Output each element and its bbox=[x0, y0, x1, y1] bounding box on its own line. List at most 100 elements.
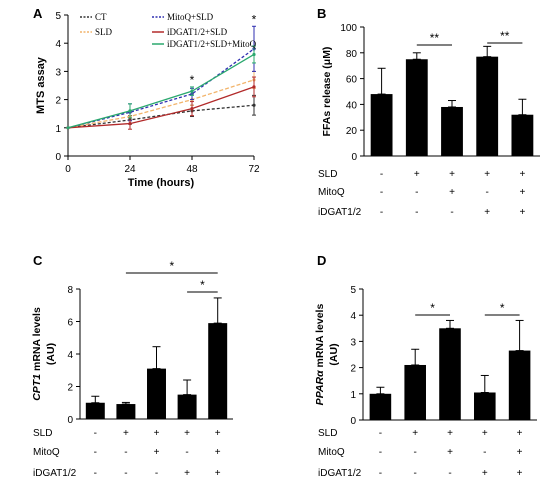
condition-mark: - bbox=[448, 468, 451, 479]
condition-mark: + bbox=[184, 428, 190, 439]
condition-mark: - bbox=[379, 447, 382, 458]
y-tick-label: 5 bbox=[350, 285, 356, 296]
y-tick-label: 60 bbox=[346, 75, 358, 86]
condition-label: iDGAT1/2 bbox=[33, 468, 77, 479]
y-tick-label: 1 bbox=[55, 124, 61, 135]
condition-mark: + bbox=[519, 169, 525, 180]
y-tick-label: 4 bbox=[350, 311, 356, 322]
y-axis-label-rest: mRNA levels bbox=[314, 304, 326, 371]
y-axis-label-gene: CPT1 bbox=[31, 374, 43, 401]
condition-mark: + bbox=[484, 169, 490, 180]
condition-mark: - bbox=[380, 169, 383, 180]
condition-mark: - bbox=[379, 468, 382, 479]
y-tick-label: 2 bbox=[350, 364, 356, 375]
y-tick-label: 80 bbox=[346, 49, 358, 60]
bar bbox=[474, 392, 496, 420]
legend-entry: MitoQ+SLD bbox=[167, 12, 214, 22]
condition-mark: - bbox=[483, 447, 486, 458]
panel-d-bar-chart: 0 1 2 3 4 5 * * PPARα mRNA levels (AU) SLD - + + + + Mit… bbox=[314, 285, 537, 479]
condition-mark: - bbox=[124, 447, 127, 458]
y-tick-label: 2 bbox=[67, 383, 73, 394]
condition-mark: - bbox=[94, 428, 97, 439]
significance-star: * bbox=[500, 301, 505, 315]
y-tick-label: 3 bbox=[55, 67, 61, 78]
bar bbox=[85, 402, 105, 419]
condition-mark: + bbox=[184, 468, 190, 479]
condition-mark: + bbox=[482, 428, 488, 439]
condition-mark: + bbox=[447, 447, 453, 458]
condition-mark: - bbox=[185, 447, 188, 458]
x-tick-label: 0 bbox=[65, 164, 71, 175]
condition-mark: + bbox=[154, 447, 160, 458]
y-axis-label: FFAs release (μM) bbox=[321, 47, 333, 137]
condition-mark: + bbox=[154, 428, 160, 439]
y-tick-label: 20 bbox=[346, 126, 358, 137]
y-tick-label: 6 bbox=[67, 318, 73, 329]
panel-label-b: B bbox=[317, 6, 326, 21]
condition-mark: + bbox=[517, 447, 523, 458]
series-point bbox=[66, 126, 70, 130]
condition-label: iDGAT1/2 bbox=[318, 207, 362, 218]
y-tick-label: 2 bbox=[55, 96, 61, 107]
condition-mark: - bbox=[415, 207, 418, 218]
condition-mark: - bbox=[380, 187, 383, 198]
condition-mark: - bbox=[486, 187, 489, 198]
y-tick-label: 0 bbox=[55, 152, 61, 163]
condition-mark: + bbox=[414, 169, 420, 180]
significance-star: * bbox=[200, 278, 205, 292]
legend-entry: iDGAT1/2+SLD+MitoQ bbox=[167, 39, 257, 49]
y-axis-label: PPARα mRNA levels bbox=[314, 304, 326, 406]
bar bbox=[404, 364, 426, 420]
significance-star: ** bbox=[430, 31, 440, 45]
bar bbox=[147, 368, 166, 419]
condition-mark: - bbox=[124, 468, 127, 479]
series-line-0 bbox=[67, 104, 255, 129]
x-tick-label: 48 bbox=[186, 164, 198, 175]
legend-entry: SLD bbox=[95, 27, 113, 37]
panel-a-line-chart: 0 1 2 3 4 5 0 24 48 72 Time (hours) MTS assay * * CT SL… bbox=[35, 11, 260, 189]
condition-label: MitoQ bbox=[318, 187, 345, 198]
series-line-1 bbox=[67, 79, 255, 129]
condition-mark: - bbox=[414, 468, 417, 479]
condition-label: MitoQ bbox=[33, 447, 60, 458]
bar bbox=[116, 404, 136, 419]
y-axis-label: CPT1 mRNA levels bbox=[31, 307, 43, 401]
condition-mark: + bbox=[215, 447, 221, 458]
y-tick-label: 4 bbox=[67, 350, 73, 361]
bar bbox=[177, 394, 197, 419]
series-line-4 bbox=[67, 53, 255, 129]
bar bbox=[405, 59, 428, 156]
condition-label: SLD bbox=[318, 428, 337, 439]
condition-label: MitoQ bbox=[318, 447, 345, 458]
condition-mark: + bbox=[517, 468, 523, 479]
condition-mark: + bbox=[519, 187, 525, 198]
y-axis-label-unit: (AU) bbox=[328, 343, 340, 365]
significance-star: * bbox=[430, 301, 435, 315]
y-axis-label: MTS assay bbox=[35, 56, 47, 114]
panel-b-bar-chart: 0 20 40 60 80 100 ** ** FFAs release (μM) SLD - + + +… bbox=[318, 23, 540, 218]
condition-mark: + bbox=[412, 428, 418, 439]
series-line-3 bbox=[67, 86, 255, 129]
condition-label: iDGAT1/2 bbox=[318, 468, 362, 479]
bar bbox=[441, 106, 463, 156]
condition-mark: - bbox=[379, 428, 382, 439]
legend-entry: CT bbox=[95, 12, 107, 22]
y-tick-label: 5 bbox=[55, 11, 61, 22]
y-tick-label: 0 bbox=[351, 152, 357, 163]
condition-mark: - bbox=[450, 207, 453, 218]
bar bbox=[370, 94, 393, 156]
condition-label: SLD bbox=[318, 169, 337, 180]
x-axis-label: Time (hours) bbox=[128, 177, 195, 189]
condition-mark: + bbox=[447, 428, 453, 439]
condition-mark: + bbox=[482, 468, 488, 479]
condition-label: SLD bbox=[33, 428, 52, 439]
y-tick-label: 3 bbox=[350, 337, 356, 348]
condition-mark: - bbox=[415, 187, 418, 198]
bar bbox=[208, 323, 228, 419]
y-axis-label-gene: PPARα bbox=[314, 370, 326, 405]
y-tick-label: 1 bbox=[350, 390, 356, 401]
legend-entry: iDGAT1/2+SLD bbox=[167, 27, 228, 37]
y-tick-label: 0 bbox=[67, 415, 73, 426]
condition-mark: + bbox=[449, 187, 455, 198]
y-axis-label-rest: mRNA levels bbox=[31, 307, 43, 374]
